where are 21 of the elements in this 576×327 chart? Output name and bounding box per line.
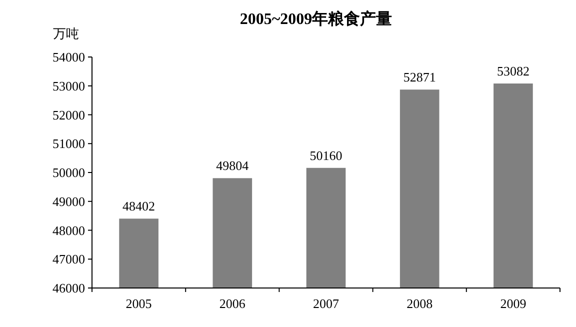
chart-title: 2005~2009年粮食产量	[240, 10, 392, 28]
y-tick-label: 47000	[52, 252, 85, 267]
y-tick-label: 51000	[52, 136, 85, 152]
data-label: 49804	[216, 158, 250, 174]
y-tick-label: 48000	[52, 222, 85, 238]
x-tick-label: 2005	[126, 296, 152, 311]
x-tick-label: 2009	[500, 296, 526, 311]
data-label: 53082	[496, 64, 530, 79]
x-tick-label: 2007	[313, 296, 340, 311]
data-label: 52871	[403, 70, 436, 85]
y-tick-label: 53000	[52, 78, 85, 94]
y-tick-label: 49000	[52, 194, 85, 209]
y-tick-label: 54000	[52, 50, 85, 64]
x-tick-label: 2006	[219, 296, 246, 311]
y-tick-label: 52000	[52, 107, 85, 122]
data-label: 48402	[122, 198, 156, 214]
y-axis-title: 万吨	[53, 26, 79, 41]
y-tick-label: 46000	[52, 280, 85, 296]
data-label: 50160	[310, 148, 342, 163]
y-tick-label: 50000	[52, 165, 85, 180]
x-tick-label: 2008	[406, 296, 433, 311]
